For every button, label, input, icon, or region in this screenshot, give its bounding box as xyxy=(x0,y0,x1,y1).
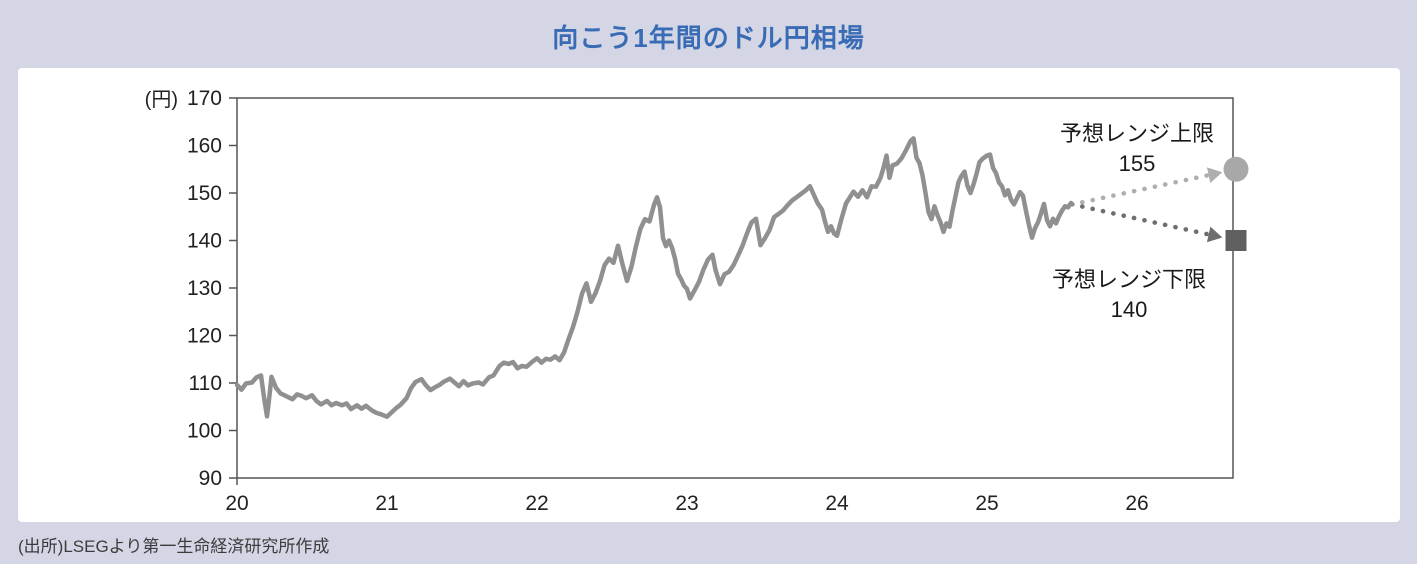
forecast-upper-annotation: 予想レンジ上限 155 xyxy=(1037,119,1237,179)
y-tick-label: 160 xyxy=(187,135,222,158)
forecast-lower-label: 予想レンジ下限 xyxy=(1051,267,1206,292)
y-tick-label: 120 xyxy=(187,325,222,348)
y-tick-label: 170 xyxy=(187,87,222,110)
x-tick-label: 26 xyxy=(1125,492,1148,515)
lower-arrowhead-icon xyxy=(1206,226,1223,243)
x-tick-label: 25 xyxy=(975,492,998,515)
forecast-lower-value: 140 xyxy=(1110,297,1148,322)
y-tick-label: 140 xyxy=(187,230,222,253)
y-tick-label: 150 xyxy=(187,182,222,205)
x-tick-label: 24 xyxy=(825,492,849,515)
x-tick-label: 20 xyxy=(225,492,248,515)
y-axis-unit: (円) xyxy=(145,89,178,111)
lower-forecast-dotted-arrow xyxy=(1079,204,1210,237)
y-tick-label: 90 xyxy=(199,467,222,490)
chart-card xyxy=(18,68,1400,522)
x-tick-label: 21 xyxy=(375,492,398,515)
x-tick-label: 22 xyxy=(525,492,548,515)
upper-forecast-dotted-arrow xyxy=(1079,173,1209,205)
y-tick-label: 100 xyxy=(187,420,222,443)
upper-range-circle-marker xyxy=(1223,156,1249,182)
lower-range-square-marker xyxy=(1225,230,1247,251)
usdjpy-rate-line xyxy=(234,136,1075,419)
x-tick-label: 23 xyxy=(675,492,698,515)
page-title: 向こう1年間のドル円相場 xyxy=(552,23,865,53)
forecast-upper-label: 予想レンジ上限 xyxy=(1059,121,1214,146)
y-tick-label: 130 xyxy=(187,277,222,300)
y-tick-label: 110 xyxy=(189,372,222,395)
source-note: (出所)LSEGより第一生命経済研究所作成 xyxy=(18,537,330,556)
upper-arrowhead-icon xyxy=(1206,167,1223,183)
forecast-lower-annotation: 予想レンジ下限 140 xyxy=(1029,265,1229,325)
forecast-upper-value: 155 xyxy=(1118,151,1156,176)
